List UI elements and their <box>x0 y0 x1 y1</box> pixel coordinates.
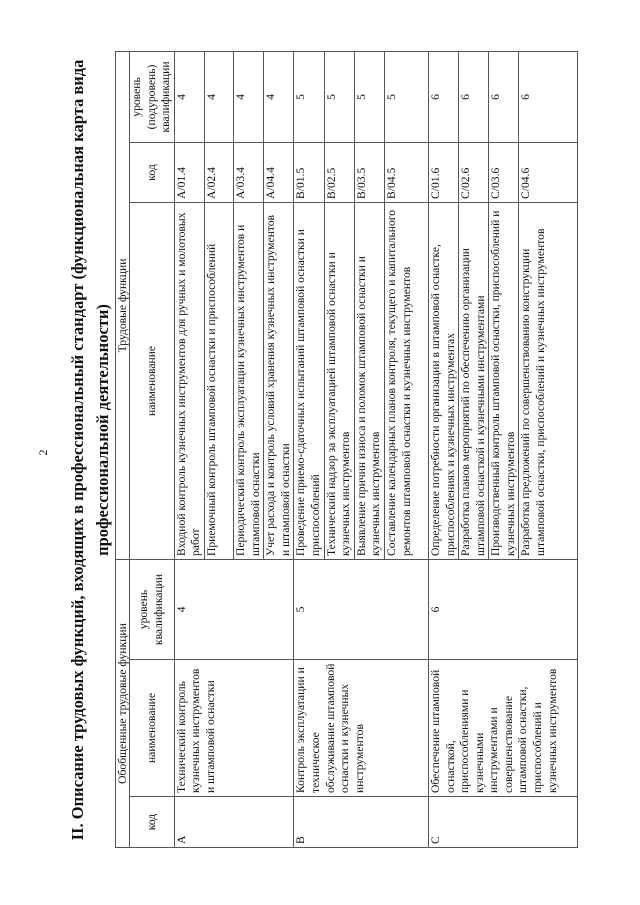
labor-function-code: B/04.5 <box>384 142 429 203</box>
generalized-function-name: Контроль эксплуатации и техническое обсл… <box>293 659 429 797</box>
labor-function-name: Проведение приемо-сдаточных испытаний шт… <box>293 202 325 560</box>
labor-function-name: Разработка планов мероприятий по обеспеч… <box>458 202 489 560</box>
labor-function-code: B/01.5 <box>293 142 325 203</box>
generalized-function-name: Технический контроль кузнечных инструмен… <box>174 659 294 797</box>
labor-function-code: C/01.6 <box>428 142 459 203</box>
labor-function-level: 5 <box>354 51 385 143</box>
section-title-line-2: профессиональной деятельности) <box>93 304 112 556</box>
generalized-function-level: 6 <box>428 559 578 660</box>
labor-function-code: A/04.4 <box>263 142 294 203</box>
table-row: A Технический контроль кузнечных инструме… <box>174 51 294 848</box>
functional-map-table: Обобщенные трудовые функции Трудовые фун… <box>115 51 578 848</box>
labor-function-level: 6 <box>488 51 519 143</box>
labor-function-name: Входной контроль кузнечных инструментов … <box>174 202 205 560</box>
labor-function-code: B/02.5 <box>324 142 355 203</box>
labor-function-level: 4 <box>174 51 205 143</box>
generalized-function-code: A <box>174 796 294 848</box>
labor-function-code: A/01.4 <box>174 142 205 203</box>
header-labor-functions: Трудовые функции <box>115 51 130 560</box>
table-body: A Технический контроль кузнечных инструме… <box>174 51 578 848</box>
labor-function-level: 5 <box>384 51 429 143</box>
header-fn-level: уровень (подуровень) квалификации <box>129 51 175 143</box>
generalized-function-code: B <box>293 796 429 848</box>
generalized-function-level: 5 <box>293 559 429 660</box>
labor-function-level: 5 <box>293 51 325 143</box>
generalized-function-level: 4 <box>174 559 294 660</box>
header-fn-code: код <box>129 142 175 203</box>
labor-function-name: Производственный контроль штамповой осна… <box>488 202 519 560</box>
page-number: 2 <box>36 449 50 456</box>
labor-function-name: Периодический контроль эксплуатации кузн… <box>233 202 264 560</box>
generalized-function-name: Обеспечение штамповой оснасткой, приспос… <box>428 659 578 797</box>
header-fn-name: наименование <box>129 202 175 560</box>
labor-function-code: A/03.4 <box>233 142 264 203</box>
header-generalized-functions: Обобщенные трудовые функции <box>115 559 130 848</box>
labor-function-name: Учет расхода и контроль условий хранения… <box>263 202 294 560</box>
labor-function-name: Составление календарных планов контроля,… <box>384 202 429 560</box>
labor-function-name: Определение потребности организации в шт… <box>428 202 459 560</box>
labor-function-code: B/03.5 <box>354 142 385 203</box>
table-row: B Контроль эксплуатации и техническое обс… <box>293 51 429 848</box>
labor-function-code: C/04.6 <box>518 142 578 203</box>
header-gen-code: код <box>129 796 175 848</box>
labor-function-code: A/02.4 <box>204 142 234 203</box>
labor-function-code: C/02.6 <box>458 142 489 203</box>
labor-function-level: 4 <box>263 51 294 143</box>
section-title-line-1: II. Описание трудовых функций, входящих … <box>68 59 87 841</box>
table-row: C Обеспечение штамповой оснасткой, приспо… <box>428 51 578 848</box>
labor-function-code: C/03.6 <box>488 142 519 203</box>
labor-function-level: 4 <box>204 51 234 143</box>
labor-function-name: Приемочный контроль штамповой оснастки и… <box>204 202 234 560</box>
header-gen-level: уровень квалификации <box>129 559 175 660</box>
labor-function-name: Выявление причин износа и поломок штампо… <box>354 202 385 560</box>
generalized-function-code: C <box>428 796 578 848</box>
labor-function-level: 6 <box>428 51 459 143</box>
header-gen-name: наименование <box>129 659 175 797</box>
labor-function-name: Разработка предложений по совершенствова… <box>518 202 578 560</box>
labor-function-level: 6 <box>518 51 578 143</box>
labor-function-level: 5 <box>324 51 355 143</box>
labor-function-name: Технический надзор за эксплуатацией штам… <box>324 202 355 560</box>
labor-function-level: 4 <box>233 51 264 143</box>
labor-function-level: 6 <box>458 51 489 143</box>
